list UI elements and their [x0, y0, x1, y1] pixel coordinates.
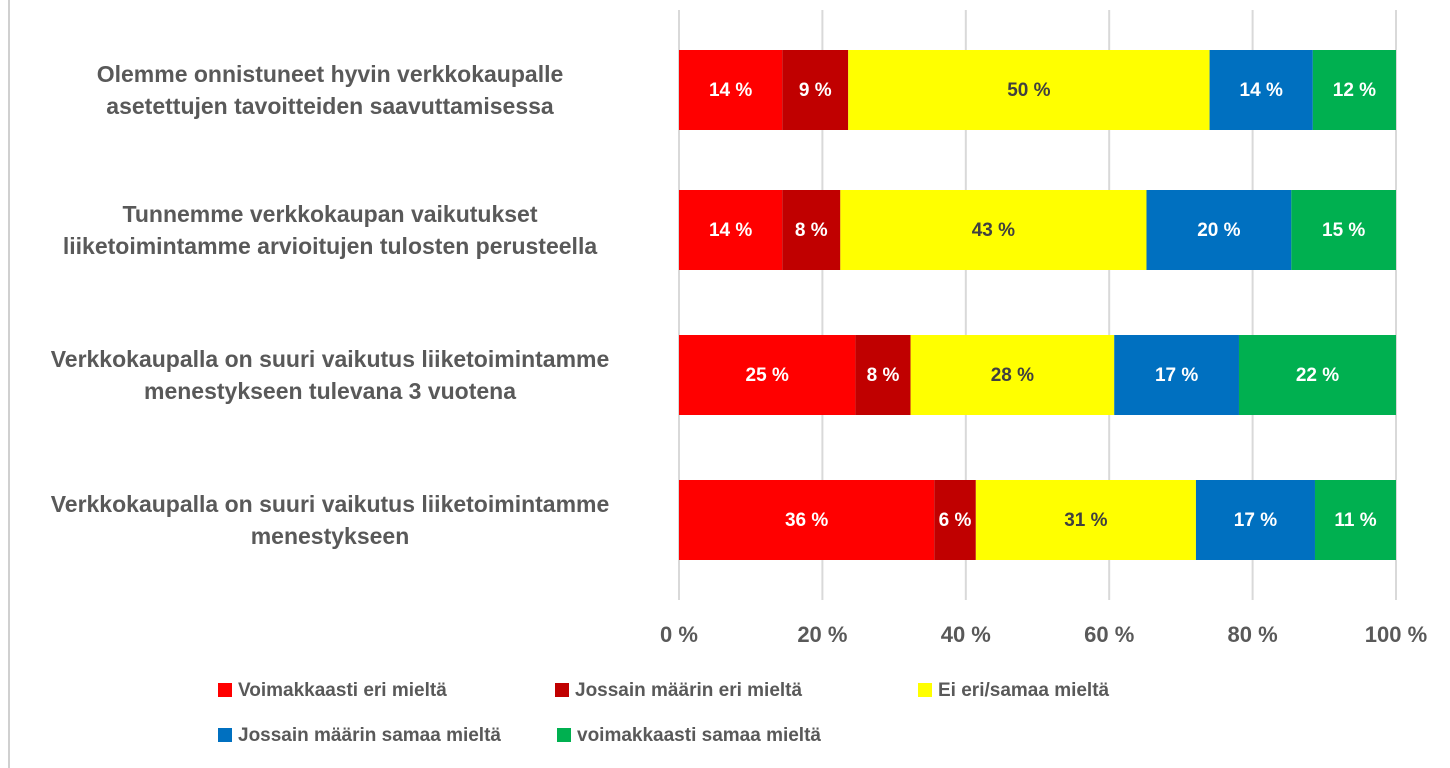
data-label: 8 % [867, 365, 900, 386]
category-label: Tunnemme verkkokaupan vaikutukset liiket… [62, 201, 598, 259]
data-label: 17 % [1155, 365, 1198, 386]
legend-label: Voimakkaasti eri mieltä [238, 680, 447, 701]
data-label: 17 % [1234, 510, 1277, 531]
data-label: 14 % [709, 80, 752, 101]
data-label: 14 % [1240, 80, 1283, 101]
data-label: 43 % [972, 220, 1015, 241]
data-label: 36 % [785, 510, 828, 531]
bar-segment [840, 190, 1147, 270]
bar-segment [855, 335, 911, 415]
x-tick-label: 20 % [797, 622, 847, 647]
data-label: 9 % [799, 80, 832, 101]
bar-segment [1209, 50, 1313, 130]
bar-segment [679, 50, 783, 130]
x-tick-label: 40 % [941, 622, 991, 647]
bar-segment [848, 50, 1210, 130]
bar-segment [1146, 190, 1292, 270]
x-tick-label: 60 % [1084, 622, 1134, 647]
data-label: 28 % [991, 365, 1034, 386]
data-label: 50 % [1007, 80, 1050, 101]
bar-segment [679, 335, 856, 415]
data-label: 15 % [1322, 220, 1365, 241]
data-label: 14 % [709, 220, 752, 241]
data-label: 11 % [1334, 510, 1376, 531]
category-label: Verkkokaupalla on suuri vaikutus liiketo… [50, 346, 610, 404]
legend-label: Ei eri/samaa mieltä [938, 680, 1110, 701]
legend-swatch [918, 683, 932, 697]
data-label: 25 % [746, 365, 789, 386]
bar-segment [782, 190, 841, 270]
legend-swatch [555, 683, 569, 697]
legend-label: Jossain määrin eri mieltä [575, 680, 802, 701]
legend-label: Jossain määrin samaa mieltä [238, 725, 501, 746]
bar-segment [1114, 335, 1239, 415]
legend-swatch [218, 683, 232, 697]
x-tick-label: 100 % [1365, 622, 1427, 647]
category-label: Olemme onnistuneet hyvin verkkokaupalle … [96, 61, 564, 119]
data-label: 20 % [1197, 220, 1240, 241]
data-label: 6 % [939, 510, 972, 531]
data-label: 8 % [795, 220, 828, 241]
bar-segment [1314, 480, 1396, 560]
frame-border [8, 0, 10, 768]
bar-segment [1291, 190, 1396, 270]
bar-segment [975, 480, 1196, 560]
bar-segment [934, 480, 976, 560]
legend-swatch [218, 728, 232, 742]
data-label: 12 % [1333, 80, 1376, 101]
data-label: 22 % [1296, 365, 1339, 386]
x-tick-label: 80 % [1228, 622, 1278, 647]
x-tick-label: 0 % [660, 622, 698, 647]
bar-segment [1195, 480, 1315, 560]
legend-swatch [557, 728, 571, 742]
data-label: 31 % [1064, 510, 1107, 531]
category-label: Verkkokaupalla on suuri vaikutus liiketo… [50, 491, 610, 549]
bar-segment [782, 50, 849, 130]
bar-segment [910, 335, 1115, 415]
bar-segment [679, 190, 783, 270]
legend-label: voimakkaasti samaa mieltä [577, 725, 821, 746]
bar-segment [1312, 50, 1396, 130]
bar-segment [679, 480, 935, 560]
bar-segment [1238, 335, 1396, 415]
